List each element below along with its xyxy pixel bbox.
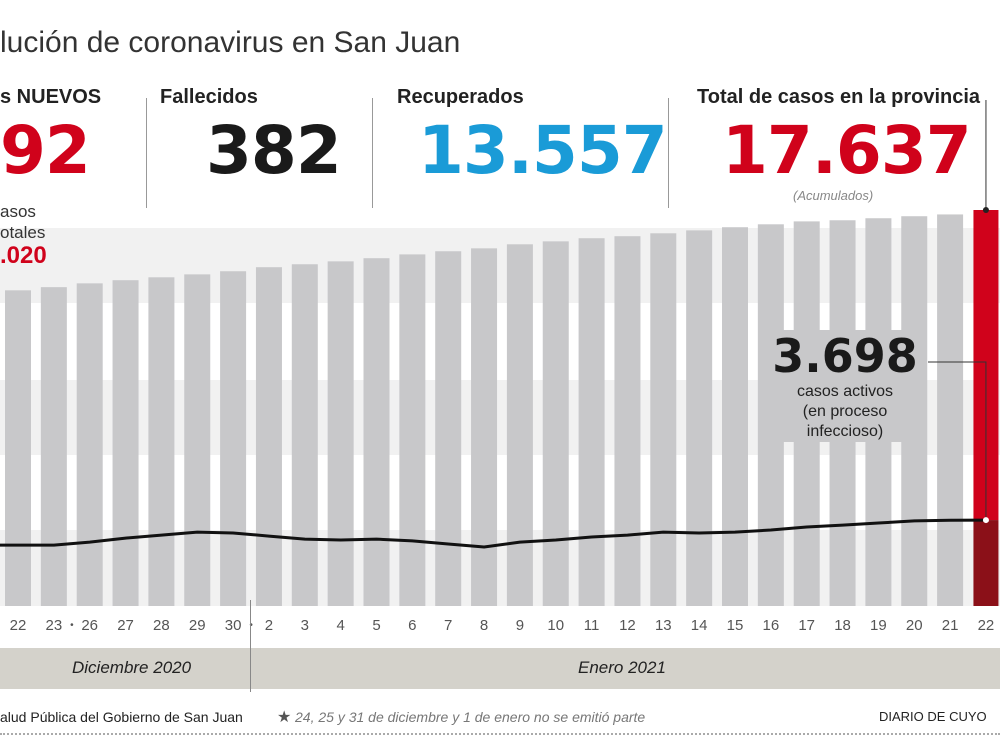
bar — [435, 251, 462, 606]
dotted-rule — [0, 733, 1000, 735]
month-band — [0, 648, 1000, 689]
x-tick-label: 5 — [372, 617, 381, 634]
x-tick-label: 21 — [941, 617, 959, 634]
bar — [363, 258, 390, 606]
annotation-dot — [982, 517, 989, 524]
brand: DIARIO DE CUYO — [879, 709, 987, 724]
x-tick-label: 26 — [81, 617, 99, 634]
active-line1: casos activos — [796, 383, 894, 400]
x-tick-label: 19 — [870, 617, 887, 634]
x-tick-label: 4 — [336, 617, 345, 634]
x-tick-label: 22 — [9, 617, 27, 634]
bar — [686, 230, 713, 606]
x-tick-label: 7 — [444, 617, 453, 634]
totales-value: .020 — [0, 242, 47, 269]
active-annotation: 3.698 casos activos (en proceso infeccio… — [766, 330, 924, 442]
bar — [327, 261, 354, 606]
x-tick-label: 23 — [45, 617, 63, 634]
x-tick-label: 30 — [224, 617, 242, 634]
x-tick-label: 2 — [264, 617, 274, 634]
footnote: 24, 25 y 31 de diciembre y 1 de enero no… — [295, 709, 646, 725]
total-dot — [982, 207, 989, 213]
divider — [372, 98, 373, 208]
divider — [668, 98, 669, 208]
bar-highlight-active — [973, 520, 999, 606]
x-tick-label: 6 — [408, 617, 417, 634]
divider — [146, 98, 147, 208]
year-divider — [250, 600, 251, 692]
page-title: lución de coronavirus en San Juan — [0, 26, 461, 59]
gap-marker: • — [70, 620, 74, 631]
bar — [40, 287, 67, 606]
x-tick-label: 10 — [547, 617, 565, 634]
gap-marker: • — [249, 620, 253, 631]
total-note: (Acumulados) — [793, 188, 874, 203]
bar — [722, 227, 748, 606]
nuevos-value: 92 — [0, 112, 91, 189]
bar — [542, 241, 569, 606]
bar — [937, 214, 964, 606]
bar — [184, 274, 211, 606]
x-tick-label: 14 — [690, 617, 708, 634]
bar — [614, 236, 641, 607]
fallecidos-label: Fallecidos — [160, 86, 258, 108]
totales-line1: asos — [0, 202, 36, 221]
bar — [471, 248, 498, 607]
bar — [220, 271, 247, 606]
recuperados-label: Recuperados — [397, 86, 524, 108]
bar — [148, 277, 175, 606]
bar — [76, 283, 103, 606]
x-tick-label: 18 — [834, 617, 851, 634]
x-tick-label: 13 — [654, 617, 672, 634]
x-tick-label: 8 — [479, 617, 489, 634]
active-line3: infeccioso) — [806, 423, 884, 440]
bar — [506, 244, 533, 607]
totales-line2: otales — [0, 223, 46, 242]
x-tick-label: 16 — [762, 617, 780, 634]
active-value: 3.698 — [772, 329, 918, 383]
bar — [291, 264, 318, 606]
annotation-leader — [928, 361, 987, 521]
bar — [5, 290, 31, 606]
month-january: Enero 2021 — [578, 658, 666, 677]
nuevos-label: s NUEVOS — [0, 86, 102, 108]
x-tick-label: 15 — [726, 617, 744, 634]
month-december: Diciembre 2020 — [72, 658, 192, 677]
bar — [650, 233, 677, 606]
source-text: alud Pública del Gobierno de San Juan — [0, 709, 243, 725]
bar — [399, 254, 426, 607]
fallecidos-value: 382 — [206, 112, 342, 189]
bar — [112, 280, 139, 606]
x-tick-label: 3 — [300, 617, 309, 634]
bar — [255, 267, 282, 606]
x-tick-label: 22 — [977, 617, 995, 634]
x-tick-label: 11 — [583, 617, 600, 634]
active-cases-line — [0, 518, 987, 549]
x-tick-label: 12 — [619, 617, 636, 634]
total-value: 17.637 — [722, 112, 972, 189]
x-tick-label: 9 — [515, 617, 525, 634]
total-label: Total de casos en la provincia — [697, 86, 981, 108]
x-tick-label: 28 — [153, 617, 170, 634]
star-icon: ★ — [277, 709, 292, 726]
x-tick-label: 29 — [188, 617, 206, 634]
x-tick-label: 20 — [905, 617, 923, 634]
x-tick-label: 17 — [798, 617, 816, 634]
active-line2: (en proceso — [802, 403, 888, 420]
recuperados-value: 13.557 — [418, 112, 668, 189]
bar — [578, 238, 605, 607]
x-tick-label: 27 — [117, 617, 134, 634]
